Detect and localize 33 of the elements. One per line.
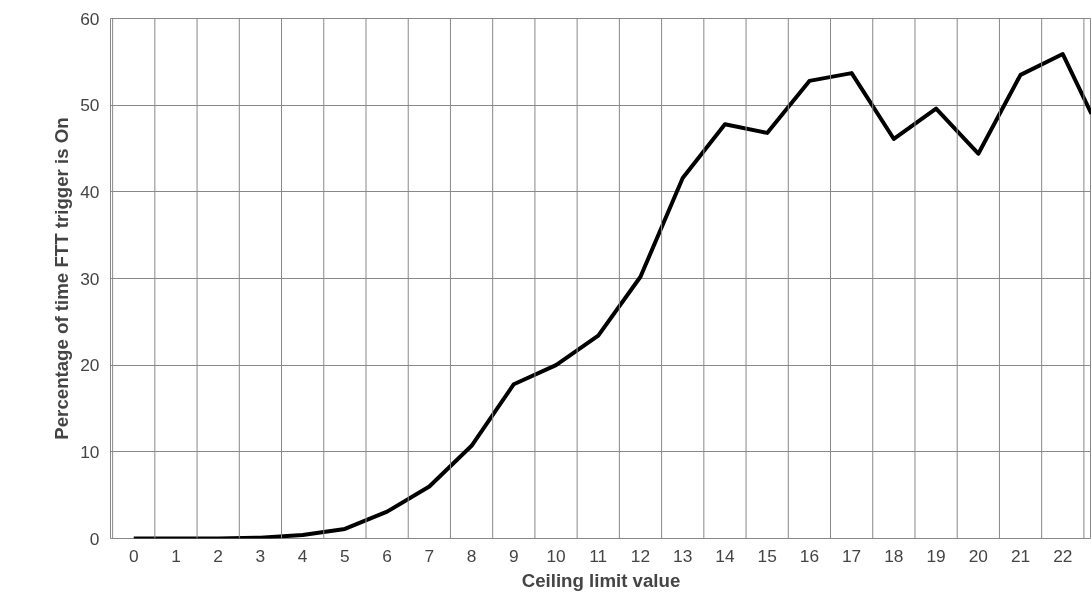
x-tick-label: 15 bbox=[757, 545, 777, 566]
x-tick-label: 21 bbox=[1010, 545, 1031, 566]
x-tick-label: 5 bbox=[340, 545, 350, 566]
x-tick-label: 1 bbox=[171, 545, 181, 566]
x-tick-label: 12 bbox=[630, 545, 651, 566]
x-tick-label: 14 bbox=[715, 545, 735, 566]
x-tick-label: 22 bbox=[1053, 545, 1073, 566]
x-tick-label: 17 bbox=[842, 545, 862, 566]
y-axis-title: Percentage of time FTT trigger is On bbox=[51, 117, 73, 440]
x-tick-label: 2 bbox=[213, 545, 224, 566]
x-tick-label: 4 bbox=[297, 545, 308, 566]
x-tick-label: 7 bbox=[424, 545, 435, 566]
y-tick-label: 20 bbox=[80, 355, 100, 376]
x-tick-label: 8 bbox=[466, 545, 477, 566]
y-tick-label: 0 bbox=[89, 528, 100, 549]
x-tick-label: 18 bbox=[884, 545, 904, 566]
y-tick-label: 40 bbox=[80, 181, 100, 202]
x-tick-label: 13 bbox=[673, 545, 693, 566]
x-tick-label: 0 bbox=[128, 545, 139, 566]
x-tick-label: 9 bbox=[508, 545, 519, 566]
x-axis-title: Ceiling limit value bbox=[521, 569, 681, 591]
x-tick-label: 16 bbox=[799, 545, 820, 566]
y-tick-label: 50 bbox=[80, 95, 100, 116]
x-tick-label: 20 bbox=[968, 545, 988, 566]
y-tick-label: 10 bbox=[80, 441, 100, 462]
x-tick-label: 3 bbox=[255, 545, 266, 566]
x-tick-label: 10 bbox=[546, 545, 566, 566]
line-series bbox=[131, 52, 1091, 539]
x-tick-label: 11 bbox=[589, 545, 608, 566]
x-tick-label: 19 bbox=[926, 545, 946, 566]
x-tick-label: 6 bbox=[382, 545, 392, 566]
y-tick-label: 30 bbox=[80, 268, 100, 289]
y-tick-label: 60 bbox=[80, 8, 100, 29]
